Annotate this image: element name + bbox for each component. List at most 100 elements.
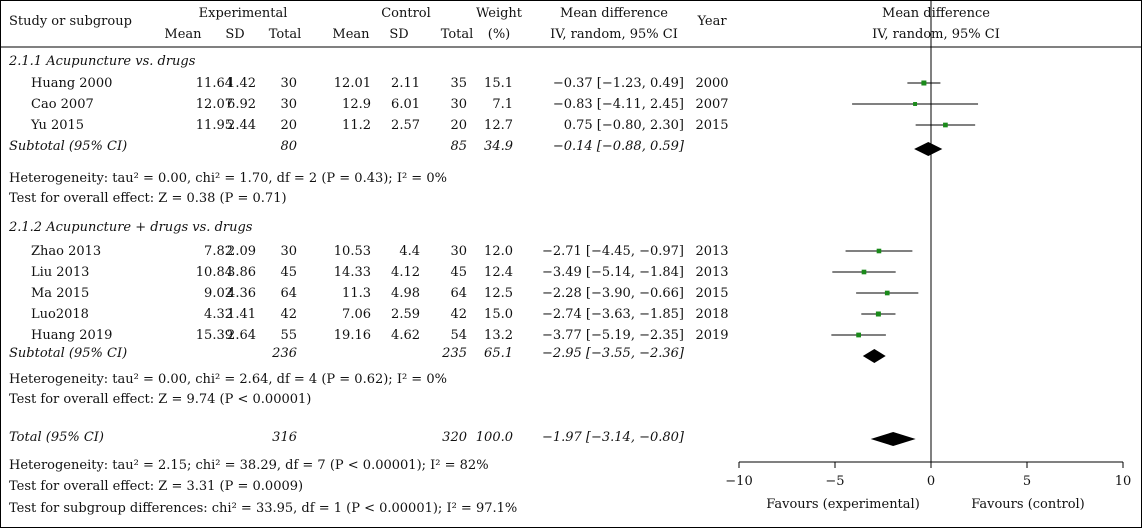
study-c-mean: 11.2 [342,118,371,133]
study-ci: −2.71 [−4.45, −0.97] [542,244,684,259]
subtotal-weight: 65.1 [484,346,513,361]
study-e-sd: 6.92 [227,97,256,112]
study-ci: −0.83 [−4.11, 2.45] [553,97,684,112]
study-c-sd: 4.62 [391,328,420,343]
study-year: 2000 [695,76,728,91]
study-e-mean: 7.82 [204,244,233,259]
study-e-mean: 4.32 [204,307,233,322]
header-col-e_sd: SD [225,27,244,42]
study-weight: 15.1 [484,76,513,91]
study-point [856,332,861,338]
study-year: 2007 [695,97,728,112]
study-name: Huang 2000 [31,76,112,91]
footer-stat: Test for subgroup differences: chi² = 33… [9,501,517,516]
study-weight: 12.5 [484,286,513,301]
study-name: Cao 2007 [31,97,94,112]
header-experimental-label: Experimental [199,6,288,21]
study-weight: 12.0 [484,244,513,259]
study-year: 2019 [695,328,728,343]
study-e-total: 20 [280,118,297,133]
header-col-e_total: Total [269,27,302,42]
study-e-total: 30 [280,76,297,91]
header-control-label: Control [381,6,431,21]
study-e-total: 30 [280,244,297,259]
study-point [861,269,867,275]
x-tick-label: 5 [1023,474,1031,489]
study-point [876,248,882,254]
study-c-total: 64 [450,286,467,301]
total-ci: −1.97 [−3.14, −0.80] [542,430,685,445]
header-year-label: Year [696,14,727,29]
overall-effect-text: Test for overall effect: Z = 9.74 (P < 0… [9,392,311,407]
header-col-c_mean: Mean [332,27,370,42]
study-year: 2013 [695,244,728,259]
study-e-sd: 2.09 [227,244,256,259]
subtotal-c-total: 235 [441,346,467,361]
favours-right-label: Favours (control) [971,497,1085,512]
study-e-sd: 1.41 [227,307,256,322]
study-e-total: 55 [280,328,297,343]
subtotal-label: Subtotal (95% CI) [9,346,127,361]
study-e-mean: 11.95 [196,118,233,133]
study-name: Liu 2013 [31,265,89,280]
study-e-sd: 4.36 [227,286,256,301]
total-e-total: 316 [272,430,297,445]
study-c-sd: 4.98 [391,286,420,301]
study-weight: 15.0 [484,307,513,322]
study-name: Zhao 2013 [31,244,101,259]
study-c-total: 30 [450,97,467,112]
study-c-sd: 4.4 [399,244,420,259]
study-c-total: 20 [450,118,467,133]
study-year: 2018 [695,307,728,322]
header-plot-md-label: Mean difference [882,6,990,21]
study-e-total: 42 [280,307,297,322]
subtotal-ci: −0.14 [−0.88, 0.59] [553,139,685,154]
study-year: 2015 [695,286,728,301]
study-point [875,311,881,317]
study-c-mean: 12.01 [334,76,371,91]
overall-effect-text: Test for overall effect: Z = 0.38 (P = 0… [9,191,287,206]
header-col-e_mean: Mean [164,27,202,42]
study-weight: 7.1 [492,97,513,112]
heterogeneity-text: Heterogeneity: tau² = 0.00, chi² = 2.64,… [9,372,447,387]
study-e-mean: 15.39 [196,328,233,343]
study-year: 2015 [695,118,728,133]
study-name: Yu 2015 [30,118,84,133]
study-e-sd: 3.86 [227,265,256,280]
header-plot-method: IV, random, 95% CI [872,27,1000,42]
subgroup-title: 2.1.2 Acupuncture + drugs vs. drugs [8,220,253,235]
subtotal-diamond [862,349,886,363]
study-point [884,290,890,296]
header-study-label: Study or subgroup [9,14,132,29]
study-e-total: 64 [280,286,297,301]
study-name: Huang 2019 [31,328,112,343]
study-c-sd: 2.57 [391,118,420,133]
study-e-sd: 1.42 [227,76,256,91]
study-c-total: 42 [450,307,467,322]
header-weight-unit: (%) [488,27,511,42]
study-c-sd: 2.11 [391,76,420,91]
study-e-total: 45 [280,265,297,280]
study-point [921,80,927,86]
study-weight: 13.2 [484,328,513,343]
study-e-sd: 2.44 [227,118,256,133]
header-weight-label: Weight [476,6,523,21]
study-ci: 0.75 [−0.80, 2.30] [564,118,684,133]
favours-left-label: Favours (experimental) [766,497,920,512]
subtotal-weight: 34.9 [484,139,513,154]
subtotal-label: Subtotal (95% CI) [9,139,127,154]
subtotal-e-total: 236 [271,346,297,361]
study-e-mean: 11.64 [196,76,233,91]
study-c-total: 35 [450,76,467,91]
study-ci: −3.77 [−5.19, −2.35] [542,328,684,343]
total-label: Total (95% CI) [9,430,104,445]
study-point [943,122,948,128]
x-tick-label: −10 [725,474,752,489]
study-c-total: 45 [450,265,467,280]
study-c-mean: 12.9 [342,97,371,112]
study-c-total: 30 [450,244,467,259]
study-name: Ma 2015 [31,286,89,301]
footer-stat: Test for overall effect: Z = 3.31 (P = 0… [9,479,303,494]
x-tick-label: 0 [927,474,935,489]
